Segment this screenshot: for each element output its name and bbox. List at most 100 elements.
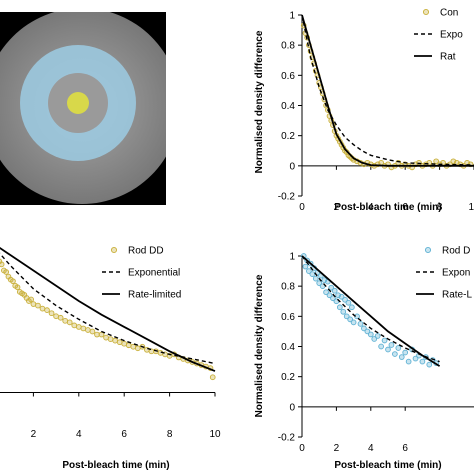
data-point bbox=[402, 349, 409, 356]
data-point bbox=[343, 313, 350, 320]
data-point bbox=[357, 321, 364, 327]
data-point bbox=[326, 292, 333, 299]
x-axis-label: Post-bleach time (min) bbox=[62, 460, 169, 471]
data-point bbox=[0, 261, 5, 268]
y-tick-label: 0.2 bbox=[281, 372, 295, 383]
legend-label: Exponential bbox=[128, 268, 180, 279]
legend-marker bbox=[422, 8, 430, 16]
legend-marker bbox=[110, 246, 118, 254]
data-point bbox=[57, 314, 64, 321]
data-point bbox=[350, 319, 357, 326]
data-point bbox=[48, 310, 55, 317]
data-point bbox=[209, 374, 216, 381]
data-point bbox=[347, 316, 354, 323]
retina-image bbox=[0, 12, 166, 205]
legend-label: Rate-L bbox=[442, 290, 472, 301]
data-point bbox=[374, 333, 381, 339]
x-tick-label: 4 bbox=[76, 429, 82, 440]
y-tick-label: 1 bbox=[289, 252, 295, 263]
data-point bbox=[39, 305, 46, 312]
data-point bbox=[364, 328, 371, 335]
rate-limited-fit-line bbox=[301, 14, 474, 167]
x-tick-label: 10 bbox=[209, 429, 221, 440]
legend-label: Rate-limited bbox=[128, 290, 181, 301]
legend-label: Rat bbox=[440, 52, 456, 63]
x-tick-label: 2 bbox=[334, 443, 340, 454]
data-point bbox=[398, 354, 405, 360]
data-point bbox=[323, 289, 329, 296]
y-tick-label: 0.6 bbox=[281, 71, 295, 82]
data-point bbox=[388, 342, 395, 348]
y-axis-label: Normalised density difference bbox=[254, 274, 265, 417]
data-point bbox=[71, 322, 78, 329]
data-point bbox=[312, 275, 319, 282]
data-point bbox=[107, 336, 114, 342]
data-point bbox=[75, 324, 82, 330]
data-point bbox=[30, 301, 37, 307]
x-tick-label: 0 bbox=[299, 202, 305, 213]
data-point bbox=[66, 319, 73, 326]
data-point bbox=[85, 327, 91, 333]
data-point bbox=[345, 299, 352, 306]
x-tick-label: 2 bbox=[334, 202, 340, 213]
x-tick-label: 8 bbox=[437, 202, 443, 213]
y-tick-label: 0.6 bbox=[281, 312, 295, 323]
data-point bbox=[412, 355, 419, 362]
data-point bbox=[342, 296, 348, 303]
data-point bbox=[134, 345, 141, 352]
data-point bbox=[433, 158, 440, 165]
y-tick-label: 0.8 bbox=[281, 282, 295, 293]
y-tick-label: 1 bbox=[289, 11, 295, 22]
y-tick-label: -0.2 bbox=[278, 192, 296, 203]
x-tick-label: 4 bbox=[368, 202, 374, 213]
y-tick-label: 0.8 bbox=[281, 41, 295, 52]
y-tick-label: 0.4 bbox=[281, 101, 295, 112]
x-tick-label: 2 bbox=[31, 429, 37, 440]
x-tick-label: 10 bbox=[468, 202, 474, 213]
legend-label: Rod D bbox=[442, 246, 470, 257]
data-point bbox=[125, 342, 132, 349]
data-point bbox=[53, 313, 59, 320]
y-tick-label: -0.2 bbox=[278, 433, 296, 444]
data-point bbox=[3, 269, 10, 275]
data-point bbox=[395, 345, 402, 351]
x-tick-label: 0 bbox=[299, 443, 305, 454]
legend-label: Expon bbox=[442, 268, 470, 279]
data-point bbox=[309, 271, 316, 277]
data-point bbox=[330, 295, 336, 302]
data-point bbox=[112, 337, 118, 344]
data-point bbox=[306, 268, 312, 274]
y-tick-label: 0.2 bbox=[281, 131, 295, 142]
center-spot bbox=[67, 92, 89, 114]
data-point bbox=[378, 343, 384, 350]
data-point bbox=[340, 308, 347, 315]
data-point bbox=[336, 304, 343, 311]
data-point bbox=[361, 325, 367, 332]
x-tick-label: 6 bbox=[121, 429, 127, 440]
y-tick-label: 0 bbox=[289, 402, 295, 413]
data-point bbox=[62, 317, 69, 324]
legend-label: Expo bbox=[440, 30, 463, 41]
rod-dd-left-chart: 2 4 6 8 10 Post-bleach time (min) Rod DD Expone… bbox=[0, 246, 221, 471]
data-point bbox=[80, 325, 87, 332]
data-point bbox=[405, 358, 412, 365]
data-point bbox=[367, 331, 374, 338]
data-point bbox=[14, 284, 21, 291]
data-point bbox=[302, 263, 309, 270]
data-point bbox=[381, 337, 388, 344]
y-tick-label: 0.4 bbox=[281, 342, 295, 353]
data-point bbox=[44, 307, 50, 314]
data-point bbox=[392, 351, 398, 357]
legend-marker bbox=[424, 246, 432, 254]
data-point bbox=[28, 296, 34, 303]
exponential-fit-line bbox=[301, 14, 474, 166]
data-point bbox=[426, 361, 433, 368]
data-point bbox=[89, 328, 96, 335]
data-point bbox=[316, 280, 323, 287]
rate-limited-fit-line bbox=[0, 247, 216, 372]
data-point bbox=[35, 302, 41, 309]
data-point bbox=[328, 284, 335, 291]
data-point bbox=[331, 287, 338, 294]
data-point bbox=[385, 346, 391, 353]
